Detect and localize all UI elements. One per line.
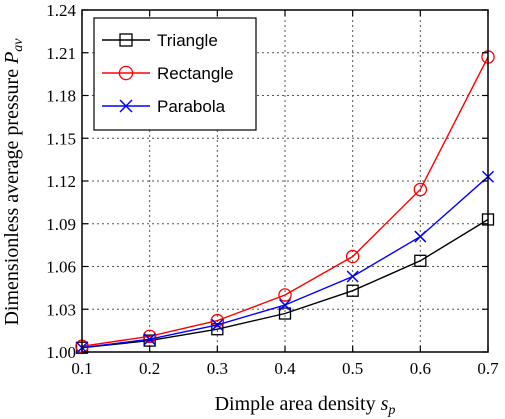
y-tick-label: 1.21 — [46, 44, 76, 63]
marker-x-stroke — [414, 230, 427, 243]
marker-x — [119, 99, 133, 113]
x-axis-label-symbol: s — [381, 393, 389, 415]
y-tick-label: 1.00 — [46, 343, 76, 362]
marker-x — [414, 230, 427, 243]
legend-item-rectangle: Rectangle — [102, 64, 234, 83]
marker-square — [119, 33, 133, 47]
legend-label-triangle: Triangle — [157, 31, 218, 50]
marker-x — [278, 298, 292, 312]
marker-x — [143, 333, 156, 346]
legend-item-triangle: Triangle — [102, 31, 218, 50]
x-tick-label: 0.2 — [139, 359, 160, 378]
marker-x-stroke — [278, 298, 292, 312]
marker-x-stroke — [143, 333, 156, 346]
legend-item-parabola: Parabola — [102, 97, 226, 116]
y-tick-label: 1.09 — [46, 215, 76, 234]
y-tick-label: 1.06 — [46, 258, 76, 277]
axis-ticks: 0.1 0.2 0.3 0.4 0.5 0.6 0.7 1.00 1.03 1.06 1.09 1.1… — [46, 1, 499, 378]
marker-circle — [278, 288, 292, 302]
marker-x-stroke — [211, 318, 224, 331]
x-tick-label: 0.6 — [410, 359, 431, 378]
x-tick-label: 0.3 — [207, 359, 228, 378]
series-line-rectangle — [81, 56, 489, 347]
marker-circle — [413, 182, 428, 197]
x-tick-label: 0.1 — [71, 359, 92, 378]
marker-square — [414, 254, 427, 267]
marker-circle — [210, 313, 225, 328]
x-axis-label: Dimple area density sp — [215, 393, 396, 418]
x-tick-label: 0.4 — [274, 359, 296, 378]
marker-square — [278, 307, 292, 320]
marker-square — [346, 284, 359, 297]
y-tick-label: 1.15 — [46, 129, 76, 148]
y-tick-label: 1.12 — [46, 172, 76, 191]
series-line-parabola — [81, 176, 489, 349]
y-tick-label: 1.03 — [46, 300, 76, 319]
marker-x-stroke — [346, 270, 359, 283]
y-axis-label-text: Dimensionless average pressure — [1, 64, 23, 326]
x-tick-label: 0.7 — [477, 359, 499, 378]
marker-circle — [118, 65, 134, 81]
marker-circle — [345, 249, 360, 264]
y-tick-label: 1.18 — [46, 87, 76, 106]
series-layer — [75, 50, 495, 354]
legend-label-parabola: Parabola — [157, 97, 226, 116]
series-triangle — [75, 213, 495, 354]
series-line-triangle — [81, 218, 489, 349]
marker-x — [211, 318, 224, 331]
y-axis-label: Dimensionless average pressure Pav — [1, 38, 26, 326]
marker-square — [211, 323, 224, 336]
x-axis-label-text: Dimple area density — [215, 393, 381, 415]
y-axis-label-symbol: P — [1, 52, 23, 65]
x-axis-label-subscript: p — [387, 403, 395, 418]
y-axis-label-subscript: av — [11, 38, 26, 52]
marker-x-stroke — [119, 99, 133, 113]
legend: Triangle Rectangle Parabola — [93, 17, 257, 131]
y-tick-label: 1.24 — [46, 1, 76, 20]
marker-circle — [142, 329, 157, 344]
marker-x — [346, 270, 359, 283]
legend-label-rectangle: Rectangle — [157, 64, 234, 83]
x-tick-label: 0.5 — [342, 359, 363, 378]
series-parabola — [75, 170, 495, 354]
